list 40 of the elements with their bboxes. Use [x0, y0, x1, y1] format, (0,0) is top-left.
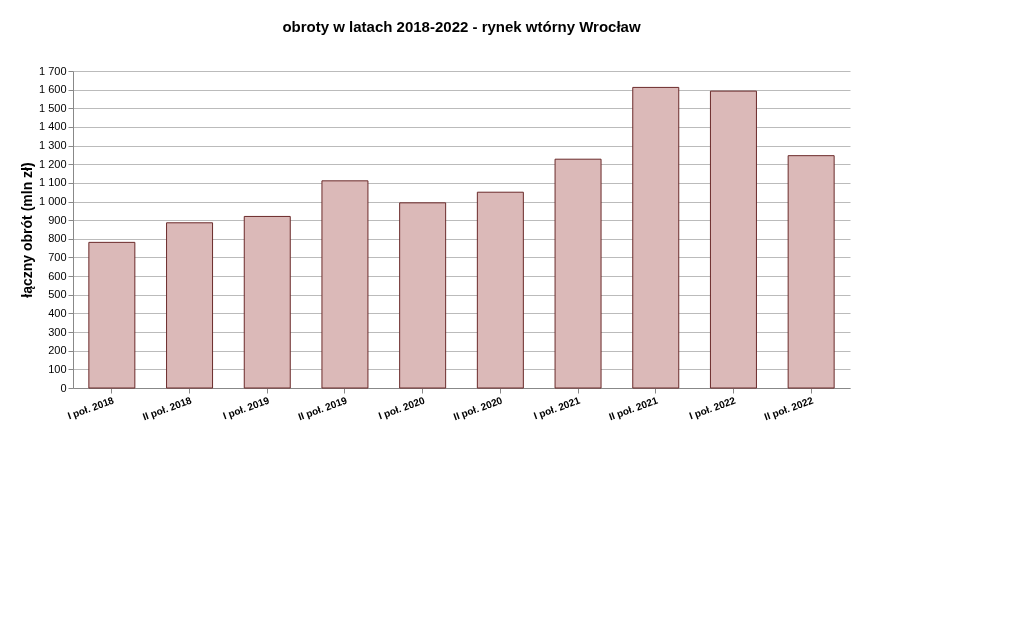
- bar: [399, 202, 447, 389]
- bar: [554, 158, 602, 389]
- x-tick-label: II poł. 2020: [451, 394, 505, 423]
- chart-title: obroty w latach 2018-2022 - rynek wtórny Wrocław: [282, 18, 641, 35]
- bar: [632, 86, 680, 389]
- x-tick-label: II poł. 2019: [296, 394, 349, 423]
- y-tick-label: 800: [48, 232, 67, 245]
- y-tick-label: 1 300: [38, 139, 67, 152]
- bar: [787, 155, 835, 389]
- x-tick-label: I poł. 2020: [376, 394, 427, 422]
- y-tick-label: 900: [48, 213, 67, 226]
- y-tick-label: 400: [48, 306, 67, 319]
- bar: [166, 222, 214, 389]
- y-tick-label: 1 000: [38, 195, 67, 208]
- bar: [243, 215, 291, 389]
- x-tick-label: II poł. 2022: [762, 394, 815, 423]
- y-tick-label: 500: [48, 288, 67, 301]
- x-tick-label: I poł. 2021: [532, 394, 582, 422]
- y-tick-label: 300: [48, 325, 67, 338]
- x-tick-label: I poł. 2018: [66, 394, 116, 422]
- y-tick-label: 1 400: [38, 120, 67, 133]
- y-tick-label: 1 100: [38, 176, 67, 189]
- y-tick-label: 0: [60, 381, 67, 394]
- y-tick-label: 600: [48, 269, 67, 282]
- x-tick-label: I poł. 2019: [221, 394, 272, 422]
- bar: [709, 90, 757, 389]
- y-tick-label: 200: [48, 344, 67, 357]
- y-tick-label: 100: [48, 362, 67, 375]
- y-tick-label: 700: [48, 250, 67, 263]
- y-axis-title: łączny obrót (mln zł): [18, 162, 35, 298]
- y-tick-label: 1 500: [38, 101, 67, 114]
- x-tick-label: I poł. 2022: [687, 394, 738, 422]
- y-tick-label: 1 700: [38, 64, 67, 77]
- x-tick-label: II poł. 2018: [141, 394, 194, 423]
- bar: [88, 241, 136, 389]
- bar: [321, 180, 369, 389]
- y-tick-label: 1 600: [38, 83, 67, 96]
- x-tick-label: II poł. 2021: [607, 394, 660, 423]
- bar: [476, 191, 524, 389]
- y-tick-label: 1 200: [38, 157, 67, 170]
